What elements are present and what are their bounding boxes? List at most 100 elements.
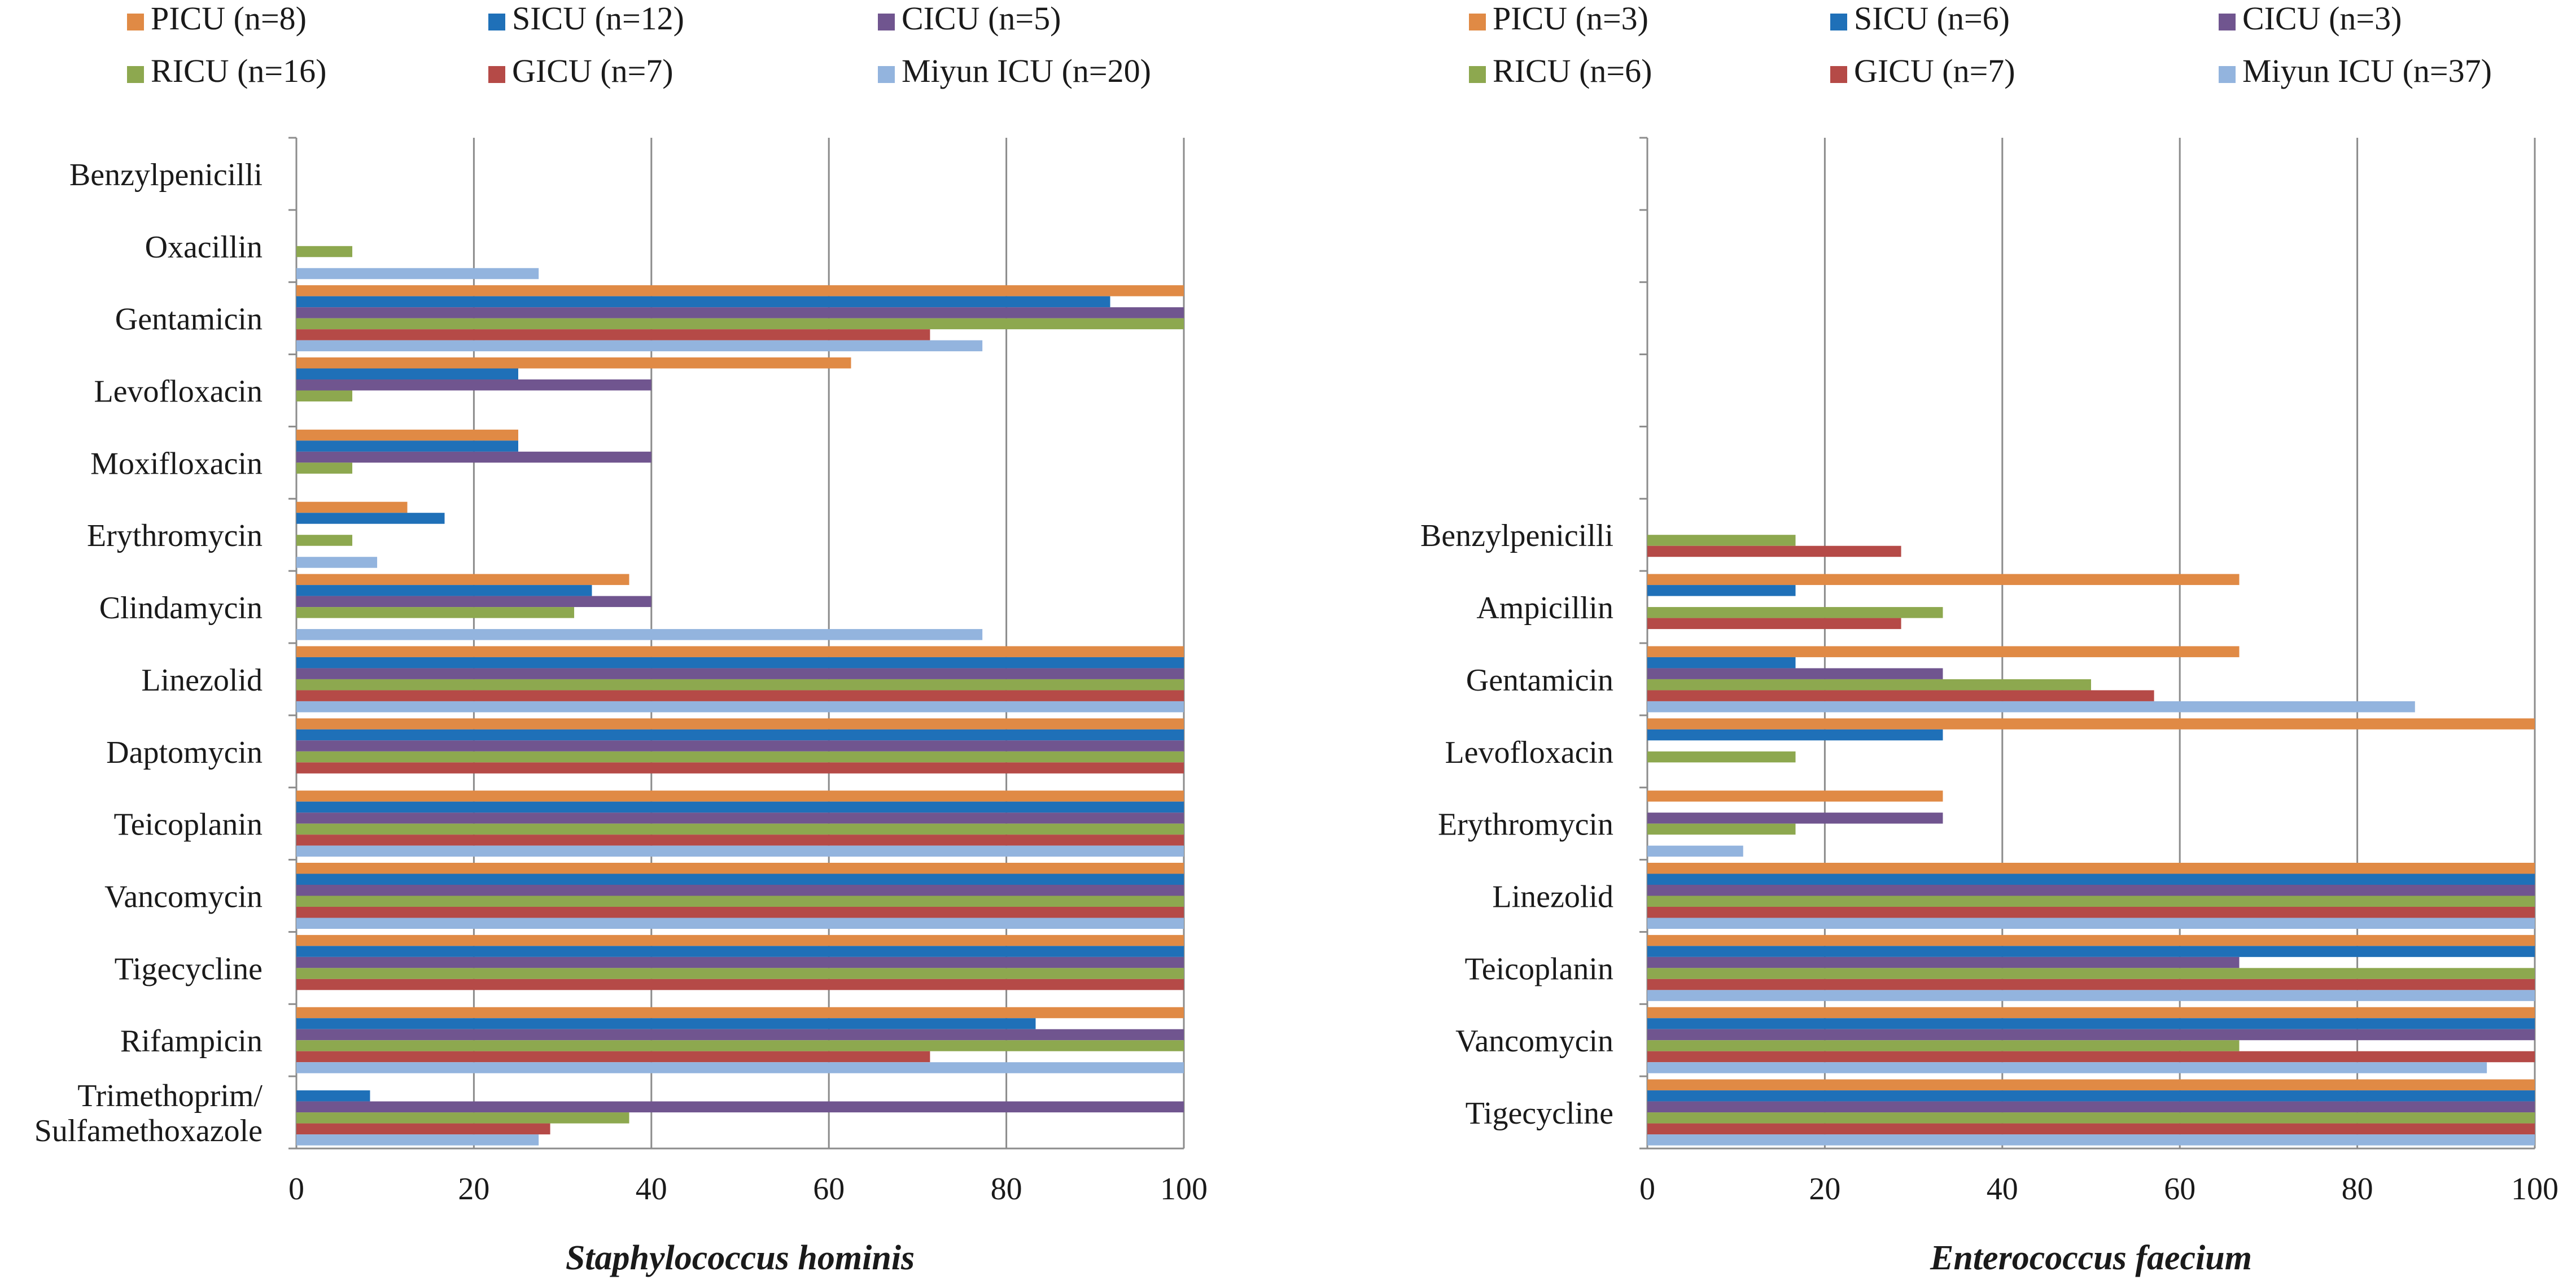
bar-cicu	[1647, 1029, 2535, 1041]
category-label: Trimethoprim/	[77, 1078, 263, 1113]
bar-picu	[1647, 574, 2240, 586]
legend-label: GICU (n=7)	[1854, 53, 2015, 89]
bar-gicu	[296, 762, 1184, 774]
bar-ricu	[1647, 823, 1796, 835]
bar-ricu	[296, 1040, 1184, 1051]
bar-miyun-icu	[296, 1134, 539, 1146]
bar-sicu	[1647, 874, 2535, 885]
legend-swatch	[2219, 66, 2236, 83]
bar-gicu	[1647, 545, 1901, 557]
bar-miyun-icu	[296, 918, 1184, 929]
bar-sicu	[296, 440, 518, 452]
bar-cicu	[296, 957, 1184, 968]
bar-ricu	[1647, 896, 2535, 907]
legend-label: RICU (n=6)	[1493, 53, 1652, 89]
bar-picu	[296, 357, 851, 369]
legend-swatch	[488, 66, 505, 83]
x-tick-label: 60	[2164, 1172, 2195, 1207]
category-label: Linezolid	[1492, 880, 1613, 915]
legend-swatch	[127, 14, 144, 30]
legend-label: SICU (n=12)	[512, 0, 684, 37]
x-tick-label: 20	[1809, 1172, 1840, 1207]
bar-picu	[296, 574, 629, 586]
bar-sicu	[296, 368, 518, 379]
bar-picu	[296, 285, 1184, 296]
category-label: Vancomycin	[1455, 1024, 1613, 1059]
legend-swatch	[878, 66, 895, 83]
bar-ricu	[296, 462, 353, 474]
bar-ricu	[1647, 751, 1796, 763]
category-label: Erythromycin	[87, 518, 263, 553]
bar-sicu	[1647, 585, 1796, 596]
bar-gicu	[1647, 1123, 2535, 1135]
bar-gicu	[296, 690, 1184, 701]
x-tick-label: 0	[1639, 1172, 1655, 1207]
bar-miyun-icu	[296, 340, 983, 352]
bar-picu	[296, 934, 1184, 946]
legend-label: RICU (n=16)	[151, 53, 326, 89]
category-label: Linezolid	[141, 663, 263, 698]
x-tick-label: 60	[813, 1172, 845, 1207]
bar-cicu	[1647, 813, 1943, 824]
legend-label: PICU (n=8)	[151, 0, 307, 37]
category-label: Tigecycline	[1466, 1096, 1613, 1131]
bar-cicu	[296, 379, 651, 391]
bar-miyun-icu	[1647, 701, 2415, 713]
bar-sicu	[1647, 1090, 2535, 1102]
bar-gicu	[296, 979, 1184, 990]
bar-cicu	[296, 668, 1184, 679]
x-tick-label: 20	[458, 1172, 489, 1207]
bar-miyun-icu	[1647, 1134, 2535, 1146]
bar-picu	[1647, 646, 2240, 657]
legend-swatch	[1830, 66, 1847, 83]
bar-cicu	[296, 1101, 1184, 1113]
x-axis-title: Staphylococcus hominis	[566, 1239, 915, 1277]
category-label: Benzylpenicilli	[1420, 518, 1613, 553]
category-label: Teicoplanin	[113, 807, 263, 842]
x-tick-label: 40	[636, 1172, 667, 1207]
bar-sicu	[296, 729, 1184, 741]
bar-picu	[296, 1007, 1184, 1019]
legend-swatch	[1830, 14, 1847, 30]
bar-picu	[296, 501, 408, 513]
x-tick-label: 40	[1987, 1172, 2018, 1207]
bar-sicu	[296, 1090, 370, 1102]
legend-swatch	[488, 14, 505, 30]
bar-picu	[1647, 1079, 2535, 1091]
bar-picu	[1647, 1007, 2535, 1019]
bar-sicu	[296, 874, 1184, 885]
category-label: Gentamicin	[1466, 663, 1613, 698]
bar-ricu	[1647, 1040, 2240, 1051]
x-tick-label: 100	[2511, 1172, 2558, 1207]
legend-swatch	[878, 14, 895, 30]
chart-staphylococcus-hominis: 0 20 40 60 80 100 Benzylpenicilli Oxacillin Gent…	[34, 0, 1208, 1277]
bar-miyun-icu	[296, 557, 378, 568]
bar-miyun-icu	[296, 268, 539, 279]
category-label: Erythromycin	[1438, 807, 1613, 842]
category-label: Daptomycin	[106, 735, 263, 770]
bar-gicu	[1647, 979, 2535, 990]
bar-picu	[1647, 863, 2535, 874]
bar-miyun-icu	[296, 701, 1184, 713]
bar-miyun-icu	[1647, 845, 1743, 857]
bar-ricu	[296, 968, 1184, 979]
bar-ricu	[1647, 607, 1943, 618]
bar-miyun-icu	[1647, 1062, 2487, 1073]
bar-sicu	[296, 585, 592, 596]
bar-picu	[1647, 718, 2535, 730]
category-label: Levofloxacin	[94, 374, 263, 409]
legend-label: Miyun ICU (n=37)	[2242, 53, 2492, 89]
category-label: Teicoplanin	[1464, 951, 1613, 986]
bar-picu	[1647, 791, 1943, 802]
bar-gicu	[1647, 618, 1901, 630]
legend-swatch	[1469, 14, 1486, 30]
bar-cicu	[296, 307, 1184, 318]
bar-ricu	[296, 896, 1184, 907]
bar-sicu	[296, 946, 1184, 957]
bar-cicu	[296, 740, 1184, 752]
bar-gicu	[1647, 907, 2535, 918]
category-label: Tigecycline	[115, 951, 263, 986]
category-label: Clindamycin	[99, 591, 263, 626]
bar-ricu	[296, 318, 1184, 330]
chart-enterococcus-faecium: 0 20 40 60 80 100 Benzylpenicilli Ampicillin Gen…	[1420, 0, 2558, 1277]
